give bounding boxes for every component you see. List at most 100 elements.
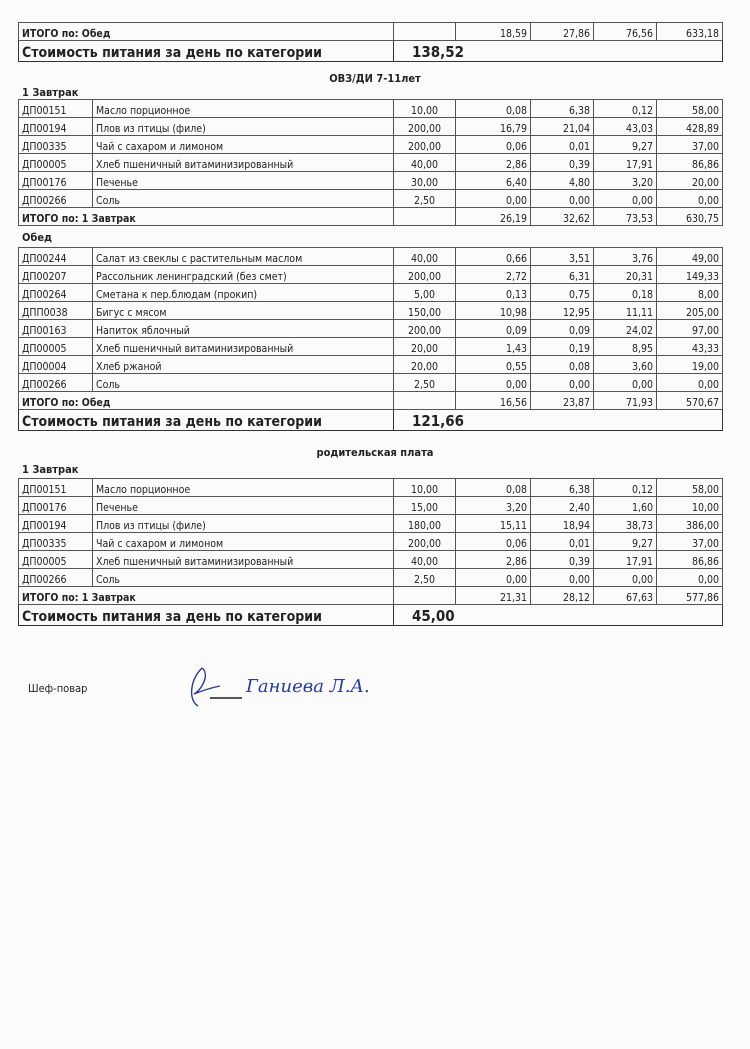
table-row: ДП00266 Соль 2,50 0,00 0,00 0,00 0,00 (18, 189, 723, 208)
table-row: ДП00005 Хлеб пшеничный витаминизированный… (18, 337, 723, 356)
item-code: ДП00335 (18, 135, 93, 154)
cost-label: Стоимость питания за день по категории (18, 409, 394, 431)
item-protein: 0,66 (455, 247, 531, 266)
total-value: 21,31 (455, 586, 531, 605)
item-code: ДП00005 (18, 337, 93, 356)
item-code: ДП00266 (18, 373, 93, 392)
item-protein: 16,79 (455, 117, 531, 136)
item-name: Соль (92, 189, 394, 208)
item-fat: 3,51 (530, 247, 594, 266)
item-fat: 6,31 (530, 265, 594, 284)
item-protein: 0,08 (455, 478, 531, 497)
item-fat: 4,80 (530, 171, 594, 190)
item-name: Печенье (92, 496, 394, 515)
total-value: 16,56 (455, 391, 531, 410)
item-weight: 200,00 (393, 319, 456, 338)
item-carbs: 0,18 (593, 283, 657, 302)
item-fat: 0,75 (530, 283, 594, 302)
item-kcal: 386,00 (656, 514, 723, 533)
item-fat: 0,08 (530, 355, 594, 374)
item-kcal: 43,33 (656, 337, 723, 356)
total-row: ИТОГО по: 1 Завтрак 21,31 28,12 67,63 577,86 (18, 586, 723, 605)
item-fat: 2,40 (530, 496, 594, 515)
item-kcal: 86,86 (656, 550, 723, 569)
item-protein: 0,13 (455, 283, 531, 302)
table-row: ДП00176 Печенье 15,00 3,20 2,40 1,60 10,00 (18, 496, 723, 515)
item-code: ДП00264 (18, 283, 93, 302)
table-row: ДПП0038 Бигус с мясом 150,00 10,98 12,95 11,1… (18, 301, 723, 320)
item-name: Рассольник ленинградский (без смет) (92, 265, 394, 284)
item-protein: 2,72 (455, 265, 531, 284)
item-kcal: 37,00 (656, 532, 723, 551)
table-row: ДП00207 Рассольник ленинградский (без сме… (18, 265, 723, 284)
total-value: 23,87 (530, 391, 594, 410)
cost-label: Стоимость питания за день по категории (18, 40, 394, 62)
total-value: 18,59 (455, 22, 531, 41)
item-weight: 20,00 (393, 355, 456, 374)
item-carbs: 0,00 (593, 373, 657, 392)
table-row: ДП00151 Масло порционное 10,00 0,08 6,38 0,12… (18, 99, 723, 118)
total-value: 28,12 (530, 586, 594, 605)
item-kcal: 58,00 (656, 99, 723, 118)
item-weight: 15,00 (393, 496, 456, 515)
item-carbs: 38,73 (593, 514, 657, 533)
item-code: ДП00005 (18, 153, 93, 172)
item-name: Хлеб пшеничный витаминизированный (92, 337, 394, 356)
item-carbs: 0,00 (593, 189, 657, 208)
item-carbs: 3,60 (593, 355, 657, 374)
table-row: ДП00163 Напиток яблочный 200,00 0,09 0,09 24,… (18, 319, 723, 338)
table-row: ДП00194 Плов из птицы (филе) 180,00 15,11 18… (18, 514, 723, 533)
total-row: ИТОГО по: 1 Завтрак 26,19 32,62 73,53 630,75 (18, 207, 723, 226)
item-fat: 6,38 (530, 478, 594, 497)
total-value: 27,86 (530, 22, 594, 41)
item-name: Масло порционное (92, 478, 394, 497)
item-weight: 200,00 (393, 135, 456, 154)
item-weight: 5,00 (393, 283, 456, 302)
item-kcal: 205,00 (656, 301, 723, 320)
item-code: ДП00194 (18, 117, 93, 136)
item-carbs: 17,91 (593, 550, 657, 569)
item-carbs: 0,12 (593, 99, 657, 118)
item-fat: 0,01 (530, 135, 594, 154)
item-protein: 0,09 (455, 319, 531, 338)
item-name: Соль (92, 373, 394, 392)
item-kcal: 97,00 (656, 319, 723, 338)
table-row: ДП00335 Чай с сахаром и лимоном 200,00 0,06… (18, 135, 723, 154)
signature: Ганиева Л.А. (180, 660, 400, 714)
item-weight: 10,00 (393, 478, 456, 497)
item-protein: 0,08 (455, 99, 531, 118)
item-fat: 0,19 (530, 337, 594, 356)
table-row: ДП00151 Масло порционное 10,00 0,08 6,38 0,12… (18, 478, 723, 497)
meal-heading: 1 Завтрак (22, 463, 79, 476)
item-carbs: 3,20 (593, 171, 657, 190)
item-name: Хлеб пшеничный витаминизированный (92, 550, 394, 569)
item-carbs: 24,02 (593, 319, 657, 338)
item-code: ДП00266 (18, 568, 93, 587)
cost-label: Стоимость питания за день по категории (18, 604, 394, 626)
total-value: 73,53 (593, 207, 657, 226)
item-name: Плов из птицы (филе) (92, 514, 394, 533)
item-code: ДП00335 (18, 532, 93, 551)
svg-text:Ганиева Л.А.: Ганиева Л.А. (245, 676, 370, 697)
item-fat: 0,39 (530, 550, 594, 569)
item-code: ДП00151 (18, 478, 93, 497)
table-row: ДП00266 Соль 2,50 0,00 0,00 0,00 0,00 (18, 568, 723, 587)
item-carbs: 17,91 (593, 153, 657, 172)
item-code: ДП00151 (18, 99, 93, 118)
item-protein: 2,86 (455, 550, 531, 569)
item-kcal: 10,00 (656, 496, 723, 515)
meal-table: ДП00151 Масло порционное 10,00 0,08 6,38 0,12… (18, 99, 723, 226)
table-row: ДП00176 Печенье 30,00 6,40 4,80 3,20 20,00 (18, 171, 723, 190)
meal-table: ДП00244 Салат из свеклы с растительным ма… (18, 247, 723, 431)
item-carbs: 43,03 (593, 117, 657, 136)
item-name: Сметана к пер.блюдам (прокип) (92, 283, 394, 302)
item-protein: 6,40 (455, 171, 531, 190)
total-label: ИТОГО по: 1 Завтрак (18, 207, 394, 226)
item-kcal: 0,00 (656, 189, 723, 208)
item-name: Соль (92, 568, 394, 587)
item-code: ДП00207 (18, 265, 93, 284)
table-row: ДП00266 Соль 2,50 0,00 0,00 0,00 0,00 (18, 373, 723, 392)
table-row: ДП00264 Сметана к пер.блюдам (прокип) 5,00… (18, 283, 723, 302)
item-kcal: 428,89 (656, 117, 723, 136)
item-weight: 40,00 (393, 550, 456, 569)
